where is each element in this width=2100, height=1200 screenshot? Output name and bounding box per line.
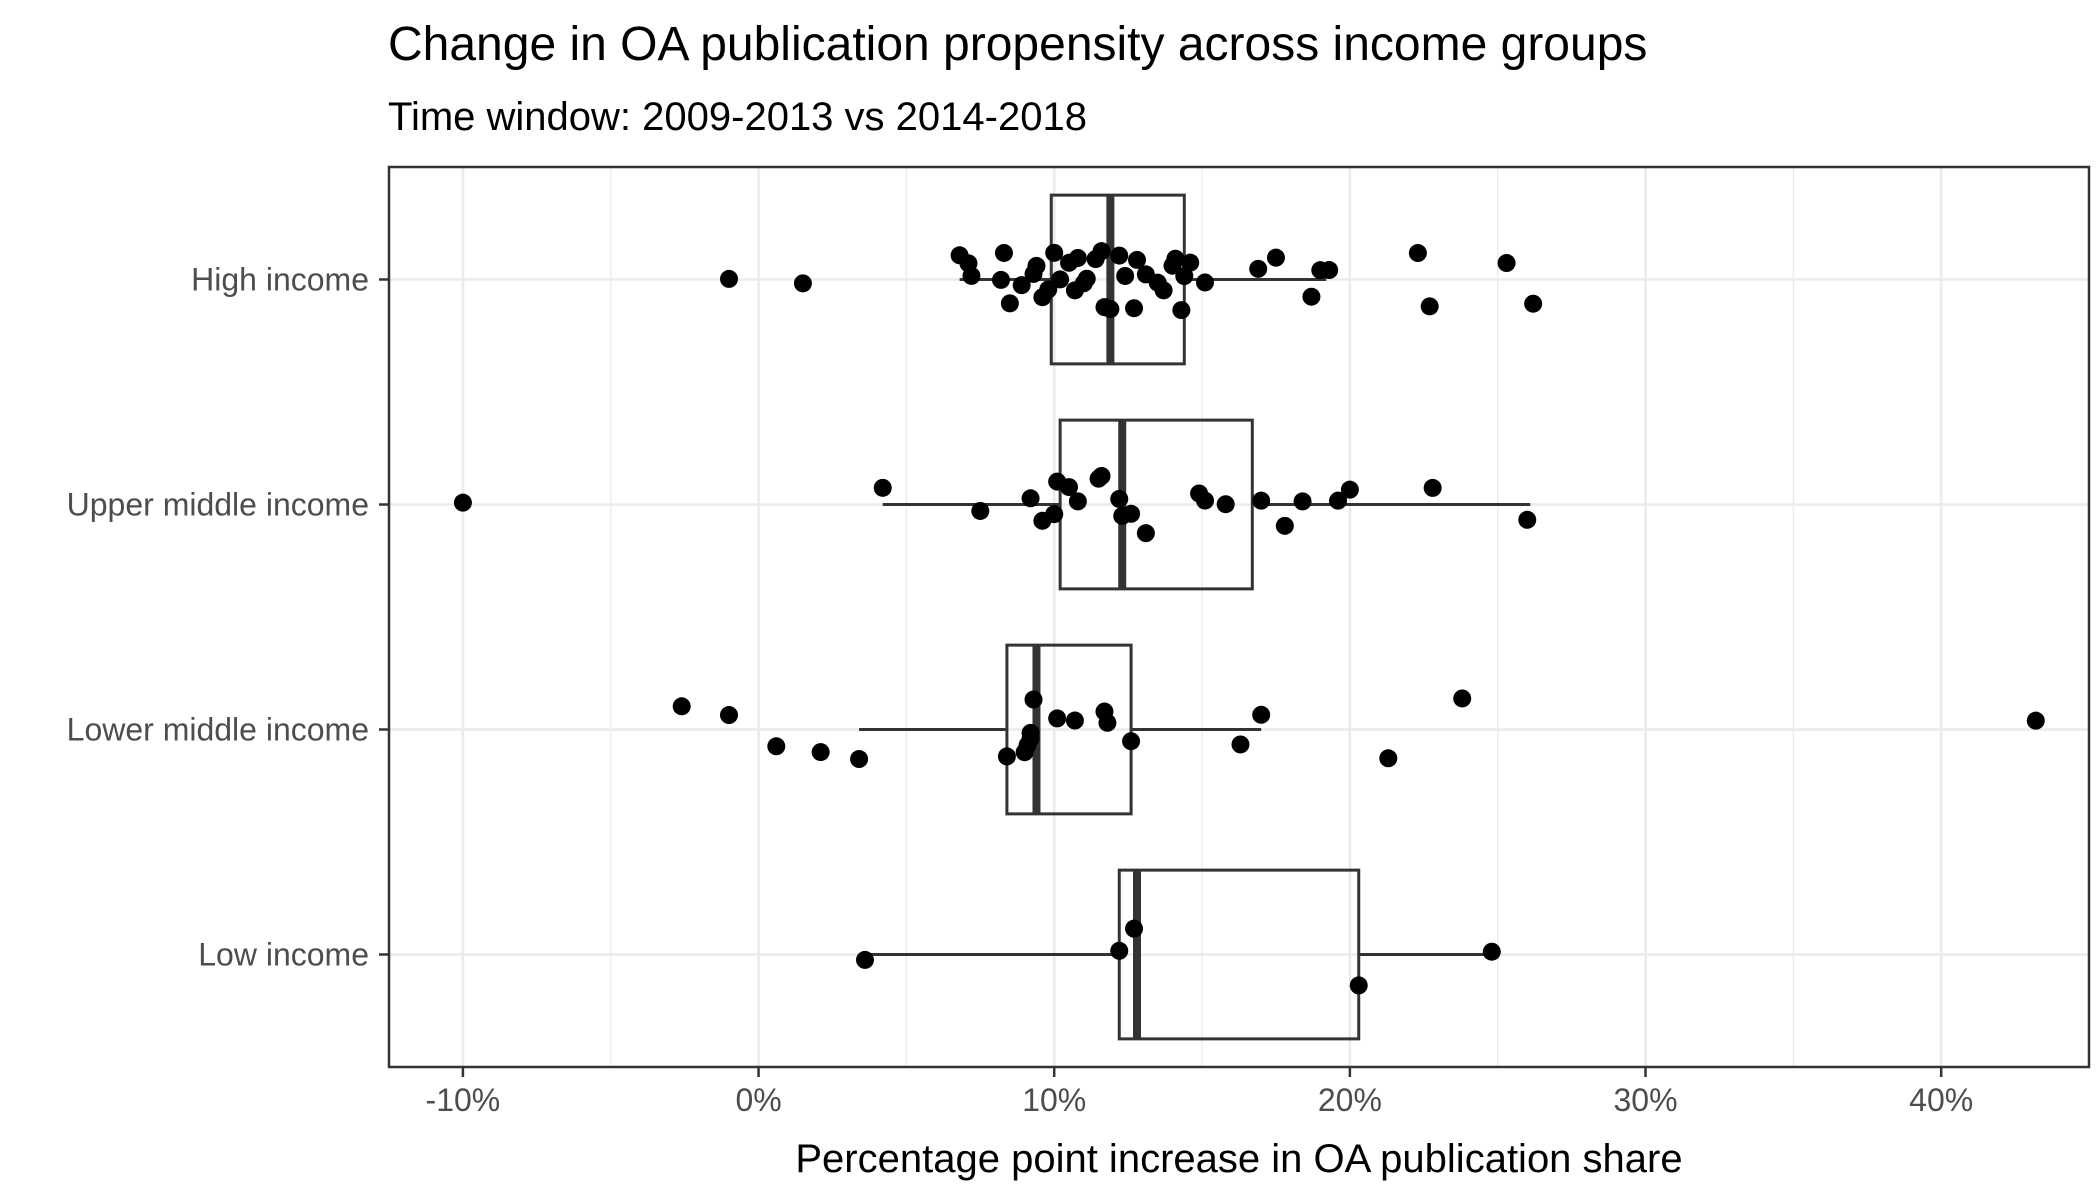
- point-upper-middle-income: [971, 501, 990, 520]
- point-high-income: [1154, 281, 1173, 300]
- point-upper-middle-income: [1110, 489, 1129, 508]
- point-upper-middle-income: [1068, 492, 1087, 511]
- point-low-income: [1349, 976, 1368, 995]
- point-lower-middle-income: [1379, 749, 1398, 768]
- point-high-income: [720, 269, 738, 288]
- point-high-income: [962, 266, 981, 285]
- point-lower-middle-income: [1252, 705, 1271, 724]
- chart-title: Change in OA publication propensity acro…: [388, 18, 1647, 71]
- point-lower-middle-income: [1048, 709, 1067, 728]
- point-upper-middle-income: [1340, 480, 1359, 499]
- point-lower-middle-income: [672, 697, 691, 716]
- point-upper-middle-income: [1045, 505, 1064, 524]
- panel-border: [387, 165, 2091, 1069]
- point-upper-middle-income: [1216, 495, 1235, 514]
- point-upper-middle-income: [1136, 524, 1155, 543]
- point-upper-middle-income: [873, 478, 892, 497]
- point-high-income: [1302, 287, 1321, 306]
- point-low-income: [1110, 941, 1129, 960]
- x-tick-label: 40%: [1909, 1082, 1973, 1118]
- point-high-income: [1092, 242, 1111, 261]
- point-upper-middle-income: [1021, 489, 1040, 508]
- point-lower-middle-income: [1065, 711, 1084, 730]
- point-high-income: [1128, 250, 1146, 269]
- point-upper-middle-income: [453, 493, 472, 512]
- point-low-income: [856, 950, 874, 969]
- point-lower-middle-income: [1231, 735, 1250, 754]
- axes: -10% 0% 10% 20% 30% 40% High income Upper middl…: [67, 262, 1974, 1119]
- point-high-income: [992, 270, 1010, 289]
- point-high-income: [1045, 243, 1064, 262]
- point-high-income: [1497, 254, 1516, 273]
- chart-subtitle: Time window: 2009-2013 vs 2014-2018: [388, 95, 1087, 139]
- boxplots: [859, 193, 1531, 1041]
- point-upper-middle-income: [1060, 478, 1078, 497]
- point-upper-middle-income: [1423, 478, 1442, 497]
- point-upper-middle-income: [1329, 491, 1348, 510]
- point-low-income: [1125, 919, 1144, 938]
- box-lower-middle-income: [1005, 643, 1133, 816]
- point-high-income: [1125, 299, 1144, 318]
- point-high-income: [1249, 259, 1268, 278]
- point-high-income: [1420, 297, 1439, 316]
- box-upper-middle-income: [1058, 418, 1254, 591]
- point-high-income: [1196, 273, 1214, 292]
- x-tick-label: 10%: [1022, 1082, 1086, 1118]
- y-tick-label-upper-middle-income: Upper middle income: [67, 487, 369, 523]
- point-upper-middle-income: [1275, 516, 1294, 535]
- point-high-income: [1166, 249, 1185, 268]
- point-high-income: [1077, 269, 1096, 288]
- point-lower-middle-income: [2026, 711, 2045, 730]
- y-tick-label-high-income: High income: [191, 262, 369, 298]
- point-high-income: [1012, 276, 1031, 295]
- point-lower-middle-income: [767, 737, 786, 756]
- point-high-income: [1175, 267, 1194, 286]
- point-high-income: [1039, 280, 1058, 299]
- x-tick-label: 30%: [1613, 1082, 1677, 1118]
- x-axis-title: Percentage point increase in OA publicat…: [795, 1137, 1682, 1181]
- x-tick-label: -10%: [426, 1082, 501, 1118]
- point-high-income: [1408, 244, 1427, 263]
- point-high-income: [994, 243, 1013, 262]
- point-high-income: [1000, 294, 1019, 313]
- point-high-income: [1110, 246, 1129, 265]
- point-lower-middle-income: [1098, 713, 1117, 732]
- point-high-income: [1116, 266, 1135, 285]
- point-high-income: [793, 274, 812, 293]
- point-high-income: [1266, 248, 1285, 267]
- point-lower-middle-income: [1122, 732, 1141, 751]
- data-points: [453, 242, 2045, 995]
- point-upper-middle-income: [1518, 510, 1537, 529]
- x-tick-label: 20%: [1318, 1082, 1382, 1118]
- point-high-income: [1101, 300, 1120, 319]
- point-upper-middle-income: [1293, 492, 1312, 511]
- point-high-income: [1068, 248, 1087, 267]
- x-tick-label: 0%: [735, 1082, 781, 1118]
- point-lower-middle-income: [1453, 689, 1472, 708]
- point-high-income: [1027, 256, 1046, 275]
- point-upper-middle-income: [1122, 504, 1141, 523]
- point-lower-middle-income: [997, 747, 1016, 766]
- point-upper-middle-income: [1196, 491, 1214, 510]
- point-lower-middle-income: [850, 750, 869, 769]
- point-lower-middle-income: [720, 706, 738, 725]
- y-tick-label-low-income: Low income: [198, 937, 369, 973]
- grid-lines: [389, 167, 2089, 1067]
- point-high-income: [1172, 301, 1191, 320]
- point-high-income: [1524, 294, 1543, 313]
- point-upper-middle-income: [1252, 491, 1271, 510]
- point-high-income: [1051, 270, 1070, 289]
- y-tick-label-lower-middle-income: Lower middle income: [67, 712, 369, 748]
- point-high-income: [1320, 261, 1339, 280]
- point-lower-middle-income: [811, 743, 830, 762]
- point-high-income: [1181, 253, 1200, 272]
- point-low-income: [1482, 942, 1501, 961]
- point-lower-middle-income: [1021, 723, 1040, 742]
- point-upper-middle-income: [1092, 467, 1111, 486]
- point-lower-middle-income: [1024, 690, 1043, 709]
